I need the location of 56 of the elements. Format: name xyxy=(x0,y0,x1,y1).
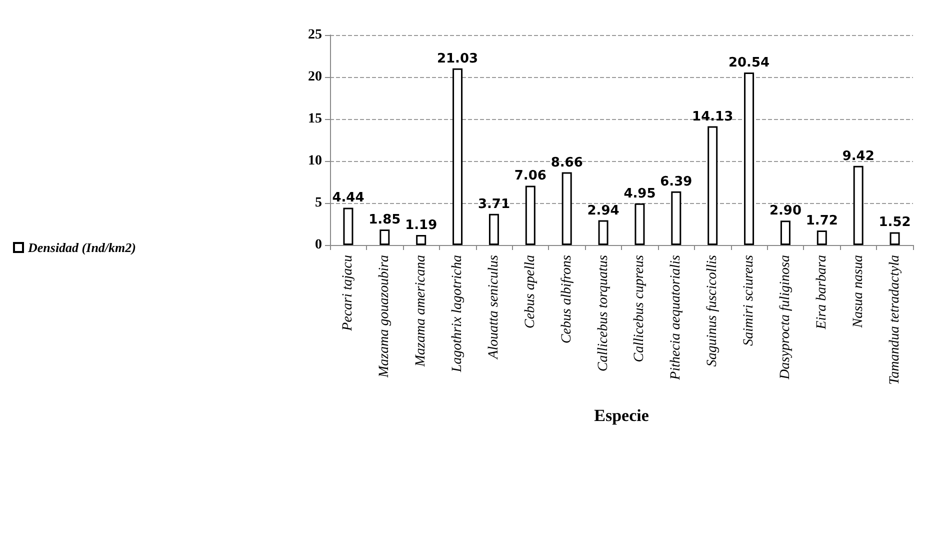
x-tick-label: Mazama americana xyxy=(414,255,429,368)
x-tick-label: Pecari tajacu xyxy=(340,255,356,332)
y-tick-label: 0 xyxy=(315,238,322,252)
data-label: 9.42 xyxy=(842,148,874,164)
bar xyxy=(671,191,682,245)
bar xyxy=(708,126,718,245)
legend-label: Densidad (Ind/km2) xyxy=(27,240,136,255)
bar xyxy=(416,235,426,245)
bar xyxy=(853,166,864,245)
bar xyxy=(525,186,536,245)
data-label: 2.94 xyxy=(587,203,620,218)
x-tick-label: Cebus albifrons xyxy=(559,254,574,344)
data-label: 1.52 xyxy=(878,215,911,230)
data-label: 14.13 xyxy=(692,109,734,124)
x-tick-label: Lagothrix lagotricha xyxy=(450,255,466,374)
data-label: 4.44 xyxy=(332,190,364,206)
bar xyxy=(744,72,754,245)
bar xyxy=(634,203,645,245)
x-tick-label: Saimiri sciureus xyxy=(742,254,757,346)
bar xyxy=(343,208,354,245)
y-tick-label: 25 xyxy=(308,28,322,42)
x-tick-label: Callicebus cupreus xyxy=(632,254,648,362)
bar xyxy=(380,229,390,245)
y-tick-label: 20 xyxy=(308,70,322,84)
data-label: 1.85 xyxy=(368,212,401,228)
x-tick-label: Dasyprocta fuliginosa xyxy=(778,255,793,380)
data-label: 1.72 xyxy=(806,214,838,229)
data-label: 3.71 xyxy=(478,196,510,212)
x-tick-label: Pithecia aequatorialis xyxy=(668,254,684,381)
x-tick-label: Mazama gouazoubira xyxy=(377,255,392,379)
bar xyxy=(562,172,572,245)
data-label: 21.03 xyxy=(436,51,478,66)
y-tick-label: 5 xyxy=(315,196,322,210)
bar xyxy=(598,220,608,245)
y-tick-label: 15 xyxy=(308,112,322,126)
data-label: 1.19 xyxy=(405,218,438,234)
x-tick-label: Eira barbara xyxy=(814,255,830,330)
data-label: 4.95 xyxy=(624,186,656,202)
x-tick-label: Callicebus torquatus xyxy=(596,254,611,372)
data-label: 6.39 xyxy=(660,174,692,190)
x-tick-label: Cebus apella xyxy=(522,255,538,328)
x-tick-label: Tamandua tetradactyla xyxy=(887,255,902,385)
x-tick-label: Nasua nasua xyxy=(850,255,866,329)
data-label: 20.54 xyxy=(728,55,770,70)
y-tick-label: 10 xyxy=(308,154,322,168)
bar xyxy=(780,220,790,245)
bar xyxy=(890,232,900,245)
x-axis-title: Especie xyxy=(594,406,650,425)
bar xyxy=(488,214,499,245)
data-label: 8.66 xyxy=(550,155,583,170)
bar xyxy=(452,68,463,245)
data-label: 2.90 xyxy=(769,204,802,219)
x-tick-label: Saguinus fuscicollis xyxy=(705,254,720,367)
data-label: 7.06 xyxy=(514,168,546,184)
x-tick-label: Alouatta seniculus xyxy=(486,254,502,360)
bar xyxy=(816,230,827,245)
